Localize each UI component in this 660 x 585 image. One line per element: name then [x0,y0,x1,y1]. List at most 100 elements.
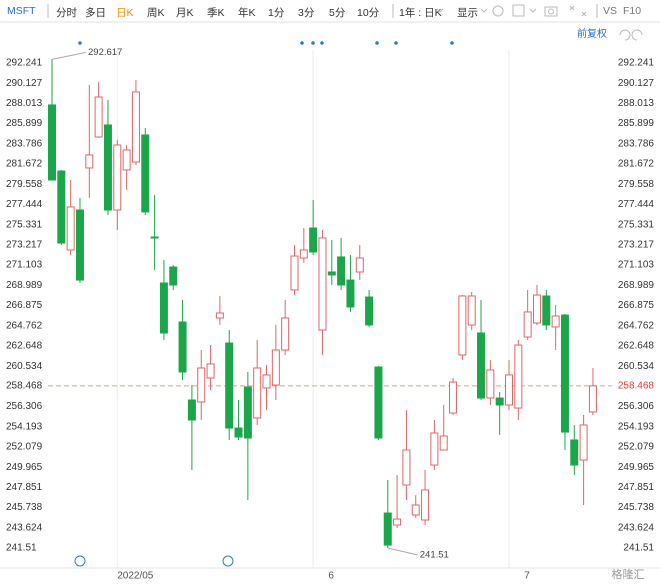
candle-body [243,386,252,439]
vs-button[interactable]: VS [603,5,618,17]
tab[interactable]: 日K [116,7,134,19]
candle-body [355,257,364,273]
y-tick-label: 281.672 [6,159,43,170]
candle-body [122,149,131,171]
candle-body [66,206,75,251]
candle-body [150,236,159,239]
y-tick-label-right: 264.762 [618,320,655,331]
candle-body [94,96,103,138]
candle-body [523,311,532,338]
range-select[interactable]: 1年 : 日K [399,7,442,19]
candle-body [253,367,262,419]
min-label: 241.51 [420,550,449,561]
y-tick-label: 241.51 [6,543,37,554]
candle-body [551,315,560,328]
y-tick-label-right: 256.306 [618,401,655,412]
y-tick-label-right: 249.965 [618,462,655,473]
y-tick-label-right: 292.241 [618,58,655,69]
x-tick-label: 6 [328,571,334,582]
y-tick-label: 247.851 [6,482,43,493]
last-price-label: 258.468 [618,381,655,392]
tab[interactable]: 1分 [268,7,285,19]
y-tick-label-right: 285.899 [618,118,655,129]
candle-body [169,266,178,286]
tab[interactable]: 5分 [329,7,346,19]
candle-body [281,317,290,351]
candle-body [588,385,597,413]
y-tick-label-right: 243.624 [618,522,655,533]
y-tick-label-right: 288.013 [618,98,655,109]
event-markers [74,41,454,567]
tab[interactable]: 分时 [56,7,77,19]
f10-button[interactable]: F10 [623,5,642,17]
y-tick-label: 292.241 [6,58,43,69]
candle-body [421,489,430,521]
tab[interactable]: 季K [207,7,225,19]
candle-body [309,227,318,253]
y-tick-label: 268.989 [6,280,43,291]
display-menu[interactable]: 显示 [457,7,478,19]
y-tick-label: 273.217 [6,240,43,251]
x-tick-label: 7 [524,571,530,582]
tab[interactable]: 周K [147,7,165,19]
y-tick-label: 264.762 [6,320,43,331]
y-tick-label-right: 247.851 [618,482,655,493]
tab[interactable]: 年K [238,7,256,19]
candle-body [75,209,84,281]
candle-body [103,124,112,211]
candle-body [458,295,467,356]
toolbar-decor [0,4,660,41]
candle-body [225,342,234,429]
y-tick-label: 290.127 [6,78,43,89]
max-label: 292.617 [88,47,122,58]
candle-body [439,435,448,451]
candle-body [393,518,402,526]
candle-body [486,369,495,399]
y-tick-label-right: 273.217 [618,240,655,251]
y-tick-label: 256.306 [6,401,43,412]
candle-body [290,255,299,291]
candle-body [113,144,122,211]
y-tick-label: 285.899 [6,118,43,129]
y-tick-label-right: 252.079 [618,442,655,453]
y-tick-label: 283.786 [6,138,43,149]
y-tick-label-right: 262.648 [618,341,655,352]
y-tick-label-right: 279.558 [618,179,655,190]
watermark: 格隆汇 [612,567,645,581]
candle-body [215,312,224,319]
candle-body [271,349,280,386]
candle-body [299,249,308,259]
candle-body [262,374,271,389]
x-tick-label: 2022/05 [117,571,154,582]
tab[interactable]: 多日 [85,7,106,19]
candle-body [178,321,187,373]
candle-body [318,237,327,331]
y-tick-label-right: 290.127 [618,78,655,89]
candle-body [374,366,383,439]
y-tick-label-right: 241.51 [623,543,654,554]
candle-body [197,367,206,403]
y-tick-label-right: 268.989 [618,280,655,291]
y-tick-label-right: 245.738 [618,502,655,513]
candle-body [579,424,588,461]
adjust-select[interactable]: 前复权 [577,29,607,40]
symbol[interactable]: MSFT [7,5,36,17]
y-tick-label-right: 275.331 [618,219,655,230]
candle-body [337,256,346,286]
tab[interactable]: 3分 [298,7,315,19]
tab[interactable]: 10分 [357,7,380,19]
candle-body [430,432,439,466]
y-tick-label: 254.193 [6,421,43,432]
candle-body [467,295,476,326]
y-tick-label: 277.444 [6,199,43,210]
candle-body [57,170,66,244]
y-tick-label: 271.103 [6,260,43,271]
y-tick-label: 258.468 [6,381,43,392]
tab[interactable]: 月K [176,7,194,19]
y-tick-label-right: 260.534 [618,361,655,372]
candle-body [560,314,569,433]
candle-body [131,91,140,163]
y-tick-label: 275.331 [6,219,43,230]
